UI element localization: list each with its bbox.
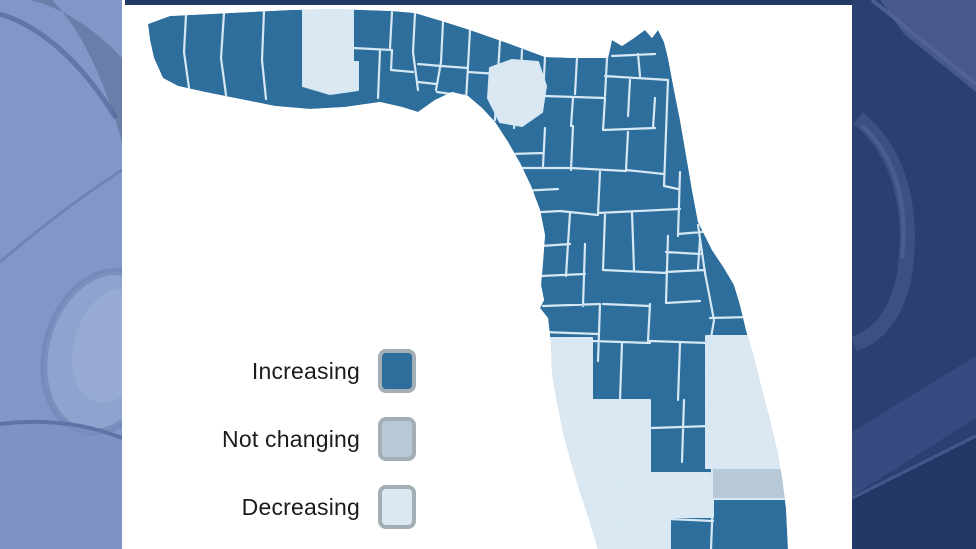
- backdrop-left-swoosh-graphic: [0, 0, 122, 549]
- legend-swatch-not-changing: [378, 417, 416, 461]
- panel-top-bar: [125, 0, 852, 5]
- decreasing-counties-east-central-cluster: [705, 335, 788, 469]
- legend-row-not-changing: Not changing: [140, 417, 430, 461]
- legend-label-decreasing: Decreasing: [241, 493, 360, 520]
- legend-row-increasing: Increasing: [140, 349, 430, 393]
- legend-swatch-increasing: [378, 349, 416, 393]
- legend-label-increasing: Increasing: [251, 357, 360, 384]
- legend-row-decreasing: Decreasing: [140, 485, 430, 529]
- legend-swatch-decreasing: [378, 485, 416, 529]
- not-changing-county: [711, 467, 788, 500]
- studio-backdrop-left: [0, 0, 122, 549]
- map-legend: Increasing Not changing Decreasing: [140, 0, 440, 549]
- decreasing-county-panhandle: [302, 9, 359, 95]
- legend-label-not-changing: Not changing: [222, 425, 360, 452]
- studio-backdrop-right: [852, 0, 976, 549]
- backdrop-right-swoosh-graphic: [852, 0, 976, 549]
- county-borders: [182, 9, 788, 549]
